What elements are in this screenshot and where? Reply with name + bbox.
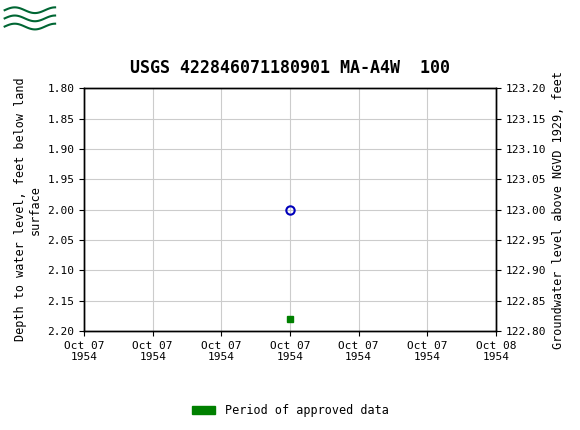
Text: USGS: USGS [67,10,130,31]
Y-axis label: Depth to water level, feet below land
surface: Depth to water level, feet below land su… [14,78,42,341]
Y-axis label: Groundwater level above NGVD 1929, feet: Groundwater level above NGVD 1929, feet [552,71,565,349]
Text: USGS 422846071180901 MA-A4W  100: USGS 422846071180901 MA-A4W 100 [130,59,450,77]
Legend: Period of approved data: Period of approved data [187,399,393,422]
Bar [3,3,58,37]
